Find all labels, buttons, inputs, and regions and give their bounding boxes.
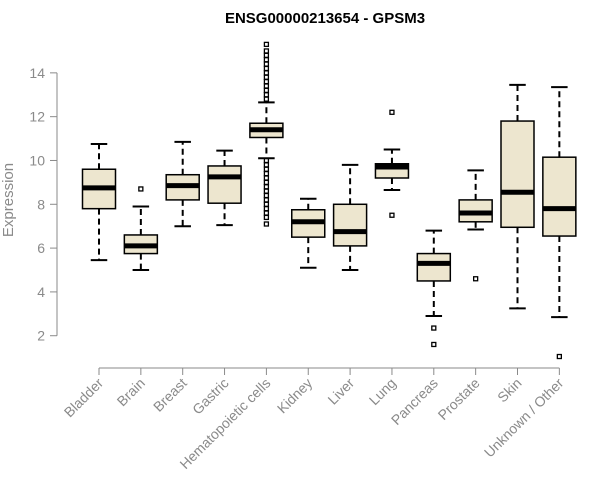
box-prostate xyxy=(458,169,493,282)
outlier-point xyxy=(263,78,270,85)
outlier-point xyxy=(263,179,270,186)
outlier-point xyxy=(556,353,562,360)
outlier-point xyxy=(263,41,270,48)
y-axis: 2 4 6 8 10 12 14 xyxy=(29,65,58,344)
x-tick-label: Kidney xyxy=(274,375,316,417)
outlier-point xyxy=(263,188,270,194)
outlier-point xyxy=(263,157,270,164)
box-iqr xyxy=(500,120,535,229)
box-hematopoietic-cells xyxy=(249,41,284,227)
box-kidney xyxy=(291,197,326,269)
outlier-point xyxy=(263,52,270,58)
outlier-point xyxy=(263,201,270,207)
box-pancreas xyxy=(416,229,452,348)
outlier-point xyxy=(263,48,270,54)
outlier-point xyxy=(263,170,270,177)
y-tick-label: 8 xyxy=(37,196,45,212)
box-iqr xyxy=(416,252,452,282)
outlier-point xyxy=(263,83,270,89)
x-tick-label: Bladder xyxy=(61,375,107,421)
x-tick-label: Skin xyxy=(494,375,525,406)
boxes-group xyxy=(81,41,577,360)
outlier-point xyxy=(389,212,395,218)
x-tick-label: Lung xyxy=(366,375,399,408)
outlier-point xyxy=(263,166,270,172)
box-unknown-other xyxy=(542,86,577,360)
outlier-point xyxy=(263,210,270,216)
y-axis-label: Expression xyxy=(0,163,17,237)
outlier-point xyxy=(431,325,437,331)
outlier-point xyxy=(472,276,479,282)
outlier-point xyxy=(263,61,270,67)
outlier-point xyxy=(263,206,270,212)
outlier-point xyxy=(138,186,144,192)
y-tick-label: 12 xyxy=(29,109,45,125)
outlier-point xyxy=(263,96,270,102)
outlier-point xyxy=(263,192,270,199)
x-tick-label: Brain xyxy=(114,375,148,409)
x-tick-label: Prostate xyxy=(435,375,483,423)
outlier-point xyxy=(263,162,270,168)
box-gastric xyxy=(207,149,242,227)
outlier-point xyxy=(263,65,270,72)
outlier-point xyxy=(389,109,395,115)
y-tick-label: 14 xyxy=(29,65,45,81)
outlier-point xyxy=(263,74,270,80)
box-brain xyxy=(123,186,159,271)
x-tick-label: Liver xyxy=(324,375,357,408)
x-tick-label: Pancreas xyxy=(388,375,441,428)
box-breast xyxy=(165,140,200,228)
box-iqr xyxy=(332,203,368,247)
y-tick-label: 4 xyxy=(37,284,45,300)
box-iqr xyxy=(542,156,577,237)
y-tick-label: 2 xyxy=(37,328,45,344)
box-skin xyxy=(500,83,535,310)
outlier-point xyxy=(263,92,270,98)
outlier-point xyxy=(263,197,270,203)
box-iqr xyxy=(207,165,242,204)
outlier-point xyxy=(263,214,270,221)
outlier-point xyxy=(263,57,270,63)
outlier-point xyxy=(263,221,270,227)
y-tick-label: 10 xyxy=(29,152,45,168)
outlier-point xyxy=(431,341,437,348)
chart-title: ENSG00000213654 - GPSM3 xyxy=(225,10,425,27)
y-tick-label: 6 xyxy=(37,240,45,256)
box-liver xyxy=(332,163,368,271)
x-tick-label: Unknown / Other xyxy=(481,375,567,461)
outlier-point xyxy=(263,70,270,76)
outlier-point xyxy=(263,175,270,181)
outlier-point xyxy=(263,87,270,94)
box-lung xyxy=(374,109,410,218)
outlier-point xyxy=(263,184,270,190)
box-bladder xyxy=(81,143,117,262)
x-tick-label: Breast xyxy=(150,375,190,415)
